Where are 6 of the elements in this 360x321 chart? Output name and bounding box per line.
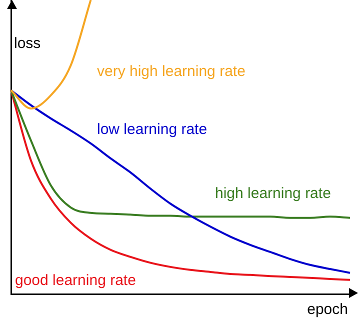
y-axis-title: loss — [14, 35, 41, 52]
series-label: low learning rate — [97, 121, 208, 138]
series-label: good learning rate — [15, 272, 136, 290]
series-label: high learning rate — [215, 185, 331, 202]
x-axis-title: epoch — [307, 301, 348, 318]
series-label: very high learning rate — [97, 63, 246, 80]
